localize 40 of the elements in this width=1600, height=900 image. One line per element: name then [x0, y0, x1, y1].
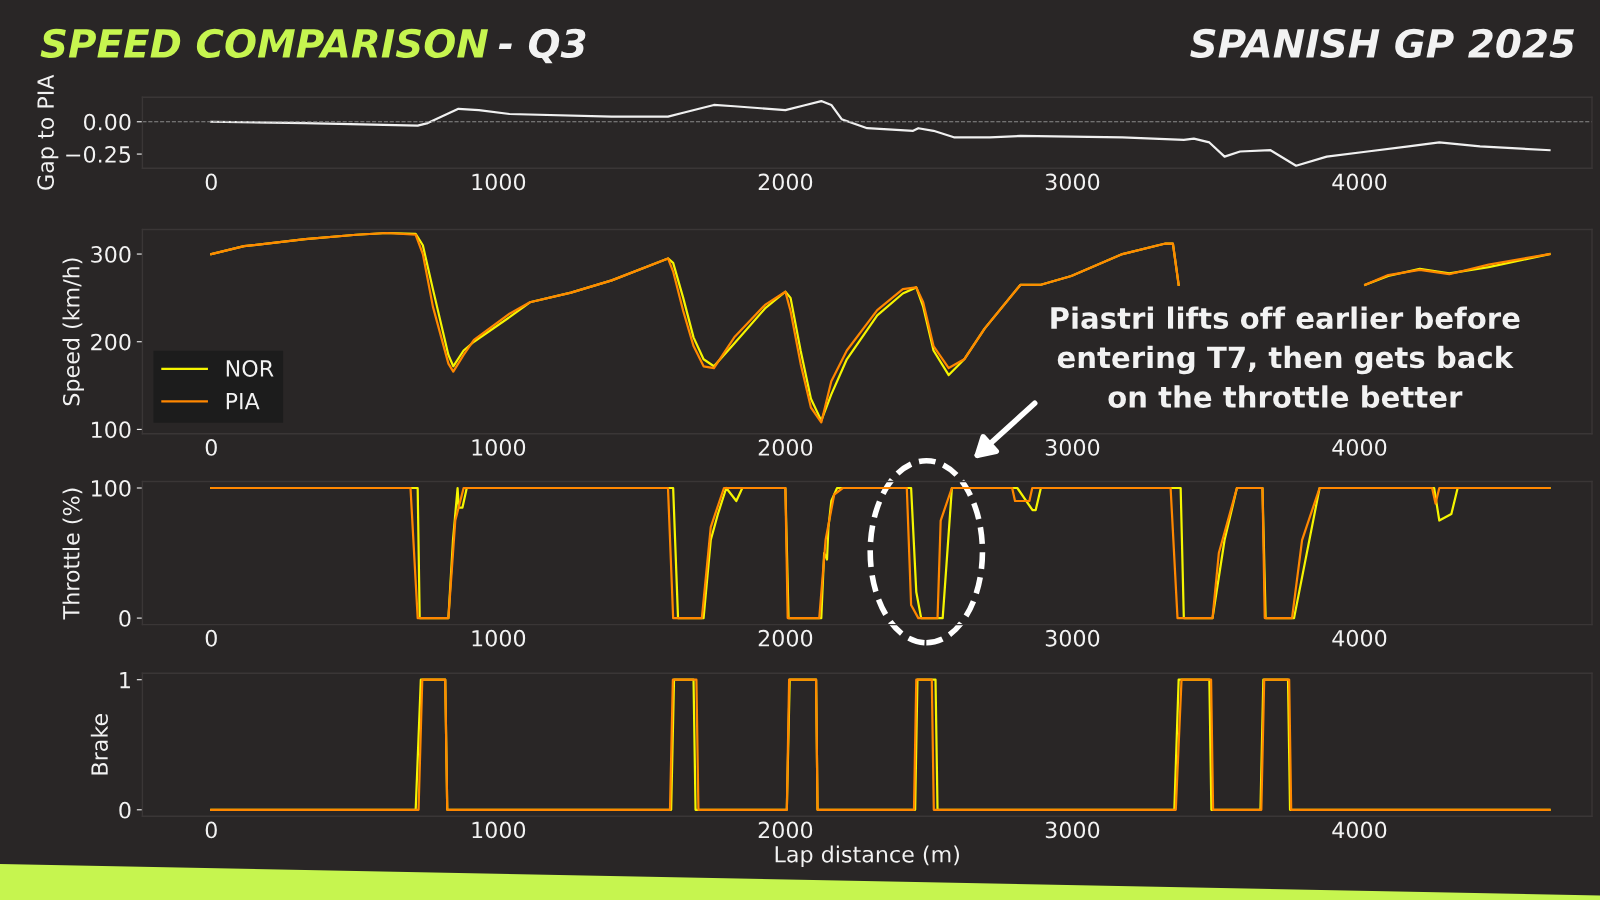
y-tick-label: 0 — [119, 610, 131, 627]
y-axis-title: Throttle (%) — [62, 488, 83, 620]
x-tick-label: 4000 — [1332, 629, 1387, 647]
annotation: Piastri lifts off earlier before entering T7, then gets back on the throttle better — [1051, 306, 1520, 408]
y-tick-label: 0.00 — [83, 113, 131, 131]
x-tick-label: 0 — [205, 629, 217, 647]
x-tick-label: 3000 — [1045, 821, 1100, 839]
y-tick-label: 0 — [119, 801, 131, 819]
y-tick-label: 200 — [91, 333, 131, 351]
x-tick-label: 3000 — [1045, 173, 1100, 191]
y-tick-label: 100 — [92, 479, 131, 497]
x-tick-label: 4000 — [1332, 821, 1387, 839]
x-tick-label: 1000 — [472, 629, 526, 647]
x-tick-label: 1000 — [472, 173, 526, 191]
y-tick-label: 100 — [92, 421, 131, 439]
chart-subtitle: - Q3 — [498, 28, 586, 64]
x-tick-label: 1000 — [472, 439, 526, 456]
y-axis-title: Gap to PIA — [37, 74, 59, 190]
y-axis-title: Speed (km/h) — [62, 258, 85, 406]
x-tick-label: 2000 — [758, 173, 813, 191]
y-tick-label: 300 — [91, 246, 131, 263]
y-tick-label: −0.25 — [66, 146, 131, 163]
x-tick-label: 4000 — [1332, 439, 1387, 456]
x-axis-title: Lap distance (m) — [775, 845, 959, 867]
x-tick-label: 3000 — [1045, 439, 1100, 456]
text: SPANISH GP 2025 — [1190, 28, 1574, 59]
y-tick-label: 1 — [120, 671, 130, 689]
x-tick-label: 3000 — [1045, 629, 1100, 647]
x-tick-label: 0 — [205, 173, 217, 191]
legend-label: PIA — [226, 392, 260, 410]
x-tick-label: 0 — [205, 439, 217, 456]
x-tick-label: 2000 — [758, 629, 813, 647]
x-tick-label: 0 — [205, 821, 217, 839]
y-axis-title: Brake — [90, 714, 108, 775]
x-tick-label: 1000 — [472, 821, 526, 839]
x-tick-label: 2000 — [758, 439, 813, 456]
x-tick-label: 2000 — [758, 821, 813, 839]
legend-label: NOR — [226, 360, 274, 377]
chart-title: SPEED COMPARISON — [40, 28, 489, 59]
x-tick-label: 4000 — [1332, 173, 1387, 191]
